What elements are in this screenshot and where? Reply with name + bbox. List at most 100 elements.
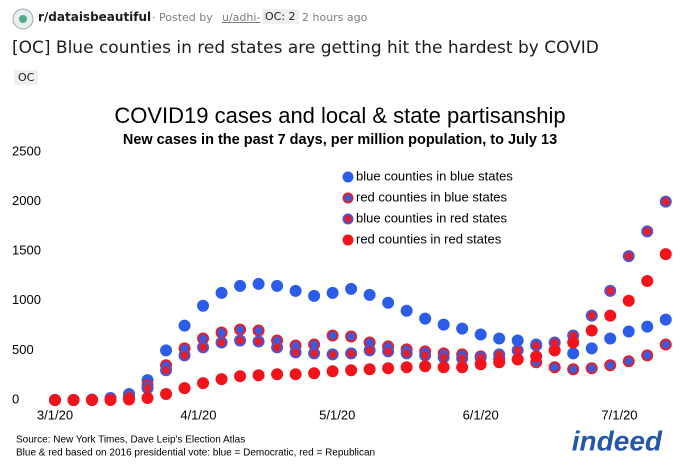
point: [289, 346, 302, 359]
point: [659, 248, 672, 261]
point: [400, 304, 413, 317]
y-tick-label: 1500: [12, 243, 41, 258]
point: [604, 309, 617, 322]
legend-marker: [342, 192, 354, 204]
post-title[interactable]: [OC] Blue counties in red states are get…: [12, 38, 599, 58]
point: [326, 329, 339, 342]
point: [197, 341, 210, 354]
point: [271, 279, 284, 292]
point: [530, 339, 543, 352]
point: [234, 334, 247, 347]
point: [659, 195, 672, 208]
point: [215, 336, 228, 349]
point: [326, 348, 339, 361]
point: [363, 344, 376, 357]
oc-badge: OC: 2: [262, 9, 299, 24]
point: [400, 361, 413, 374]
point: [252, 324, 265, 337]
point: [363, 363, 376, 376]
legend-label: red counties in blue states: [356, 189, 508, 204]
subreddit-icon[interactable]: [12, 8, 34, 30]
point: [234, 370, 247, 383]
point: [419, 312, 432, 325]
x-tick-label: 7/1/20: [601, 407, 637, 422]
point: [160, 344, 173, 357]
point: [215, 373, 228, 386]
point: [197, 377, 210, 390]
chart: COVID19 cases and local & state partisan…: [12, 103, 672, 459]
x-tick-label: 3/1/20: [37, 407, 73, 422]
point: [419, 349, 432, 362]
y-tick-label: 1000: [12, 292, 41, 307]
point: [474, 328, 487, 341]
y-tick-label: 0: [12, 391, 19, 406]
point: [252, 277, 265, 290]
point: [437, 361, 450, 374]
point: [67, 394, 80, 406]
user[interactable]: u/adhi-: [222, 11, 261, 24]
time: 2 hours ago: [302, 11, 368, 24]
point: [271, 341, 284, 354]
point: [252, 335, 265, 348]
note: Blue & red based on 2016 presidential vo…: [16, 448, 375, 459]
point: [160, 364, 173, 377]
point: [326, 365, 339, 378]
x-tick-label: 4/1/20: [180, 407, 216, 422]
point: [622, 250, 635, 263]
chart-title: COVID19 cases and local & state partisan…: [114, 103, 565, 128]
point: [585, 342, 598, 355]
point: [215, 326, 228, 339]
point: [345, 330, 358, 343]
point: [271, 368, 284, 381]
point: [567, 363, 580, 376]
subreddit[interactable]: r/dataisbeautiful: [38, 10, 152, 24]
logo: indeed: [572, 425, 663, 456]
legend-marker: [342, 171, 354, 183]
legend-label: red counties in red states: [356, 231, 502, 246]
source: Source: New York Times, Dave Leip's Elec…: [16, 435, 245, 446]
point: [659, 338, 672, 351]
point: [308, 347, 321, 360]
post-header: r/dataisbeautiful · Posted by u/adhi- OC…: [0, 0, 680, 95]
point: [141, 392, 154, 405]
point: [511, 353, 524, 366]
point: [345, 282, 358, 295]
point: [160, 388, 173, 401]
point: [622, 325, 635, 338]
point: [123, 393, 136, 406]
point: [326, 286, 339, 299]
point: [567, 336, 580, 349]
point: [345, 364, 358, 377]
point: [567, 347, 580, 360]
point: [659, 313, 672, 326]
point: [178, 319, 191, 332]
point: [382, 345, 395, 358]
point: [178, 382, 191, 395]
point: [308, 289, 321, 302]
point: [604, 284, 617, 297]
legend-marker: [342, 213, 354, 225]
point: [382, 296, 395, 309]
chart-subtitle: New cases in the past 7 days, per millio…: [123, 132, 557, 148]
point: [308, 367, 321, 380]
point: [234, 279, 247, 292]
point: [493, 356, 506, 369]
point: [86, 394, 99, 406]
point: [437, 351, 450, 364]
point: [493, 332, 506, 345]
posted-by: · Posted by: [152, 11, 213, 24]
point: [641, 274, 654, 287]
point: [419, 360, 432, 373]
point: [363, 288, 376, 301]
legend-label: blue counties in blue states: [356, 168, 513, 183]
point: [641, 349, 654, 362]
point: [178, 349, 191, 362]
point: [400, 347, 413, 360]
legend-label: blue counties in red states: [356, 210, 508, 225]
flair: OC: [14, 70, 39, 85]
point: [641, 320, 654, 333]
point: [548, 344, 561, 357]
point: [604, 332, 617, 345]
x-tick-label: 5/1/20: [319, 407, 355, 422]
